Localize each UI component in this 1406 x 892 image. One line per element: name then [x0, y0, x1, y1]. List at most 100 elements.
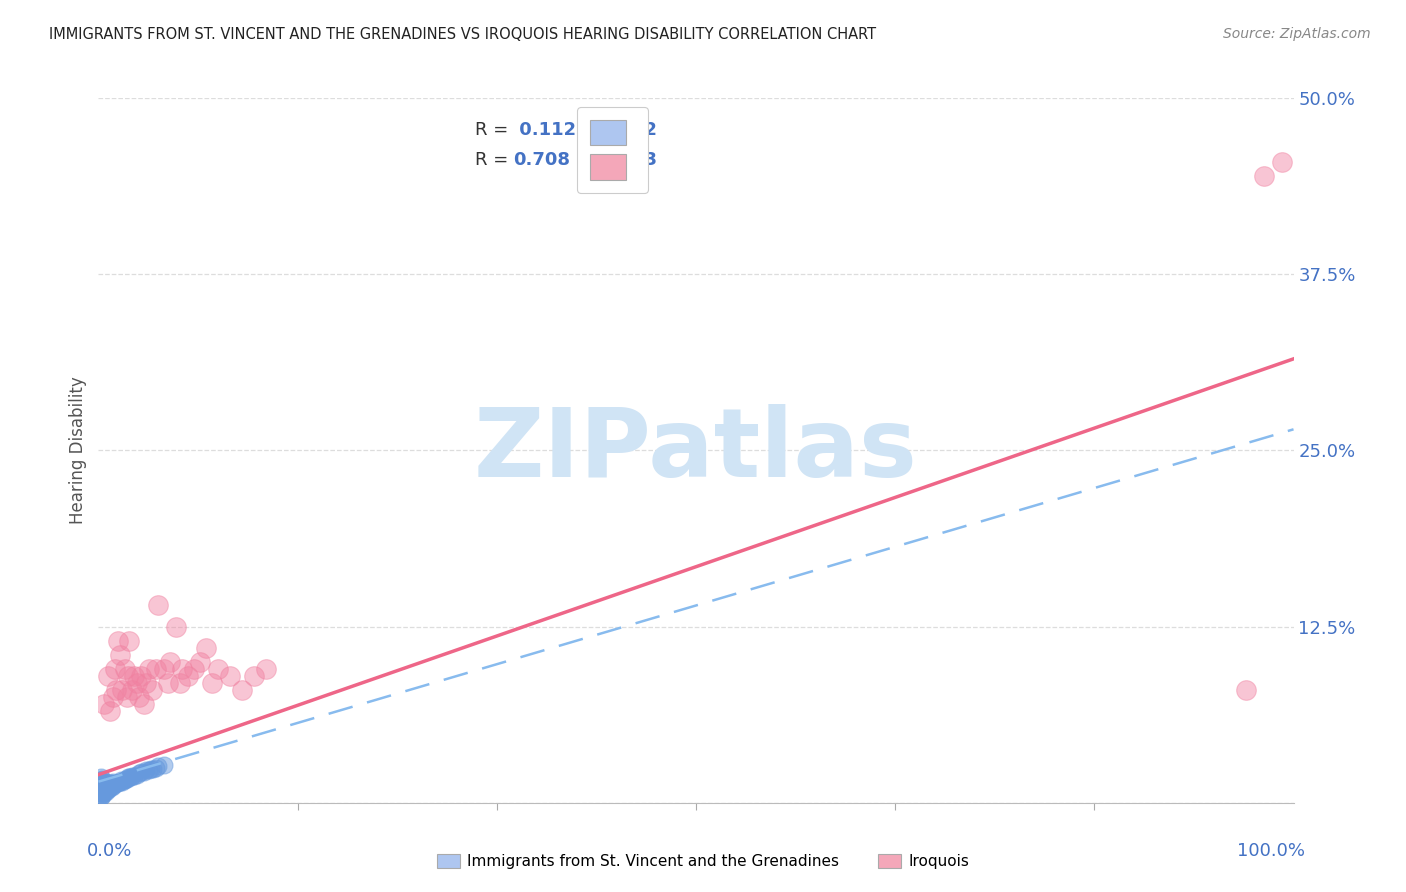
Point: [101, 690, 124, 705]
Point: [104, 662, 127, 676]
Point: [104, 777, 127, 791]
Point: [98, 781, 121, 796]
Point: [120, 771, 142, 785]
Point: [124, 669, 146, 683]
Point: [96, 780, 118, 795]
Point: [94, 776, 117, 790]
Point: [118, 633, 141, 648]
Point: [90, 783, 112, 797]
Point: [89, 779, 111, 793]
Point: [98, 777, 121, 791]
Point: [165, 619, 187, 633]
Point: [125, 676, 148, 690]
Point: [94, 779, 117, 793]
Point: [141, 683, 163, 698]
Point: [96, 777, 118, 791]
Point: [138, 764, 160, 778]
Point: [91, 780, 114, 795]
Text: N =: N =: [595, 151, 634, 169]
Point: [107, 774, 129, 789]
Point: [90, 777, 112, 791]
Point: [128, 690, 150, 705]
Point: [90, 780, 112, 795]
Point: [90, 773, 112, 788]
Point: [117, 669, 139, 683]
Point: [107, 776, 129, 790]
Point: [139, 762, 162, 776]
Point: [1253, 169, 1275, 183]
Point: [97, 781, 120, 796]
Point: [131, 669, 153, 683]
Point: [159, 655, 181, 669]
Text: 0.0%: 0.0%: [87, 841, 132, 860]
Point: [110, 773, 132, 788]
Point: [114, 773, 136, 788]
Point: [93, 781, 115, 796]
Point: [97, 669, 120, 683]
Point: [132, 764, 155, 779]
Text: 0.708: 0.708: [513, 151, 569, 169]
Point: [138, 662, 160, 676]
Point: [89, 789, 111, 803]
Point: [231, 683, 253, 698]
Point: [148, 759, 170, 773]
Point: [101, 774, 124, 789]
Point: [98, 704, 122, 718]
Point: [91, 783, 114, 797]
Text: ZIPatlas: ZIPatlas: [474, 404, 918, 497]
Point: [90, 786, 112, 800]
Point: [91, 784, 114, 798]
Point: [91, 776, 114, 790]
Point: [148, 599, 170, 613]
Point: [107, 633, 129, 648]
Point: [101, 779, 124, 793]
Legend: , : ,: [576, 107, 648, 193]
Point: [128, 766, 150, 780]
Point: [111, 774, 134, 789]
Point: [93, 779, 115, 793]
Point: [195, 640, 218, 655]
Point: [91, 789, 114, 803]
Point: [91, 779, 114, 793]
Point: [243, 669, 266, 683]
Point: [188, 655, 211, 669]
Point: [98, 776, 122, 790]
Point: [121, 769, 143, 783]
Text: R =: R =: [475, 120, 513, 139]
Point: [108, 774, 131, 789]
Point: [172, 662, 194, 676]
Point: [96, 783, 118, 797]
Point: [121, 683, 143, 698]
Text: 100.0%: 100.0%: [1237, 841, 1306, 860]
Point: [98, 780, 122, 795]
Point: [93, 697, 115, 711]
Point: [93, 786, 115, 800]
Point: [169, 676, 191, 690]
Text: N =: N =: [595, 120, 634, 139]
Point: [115, 690, 138, 705]
Point: [89, 784, 111, 798]
Point: [90, 790, 112, 805]
Point: [94, 781, 117, 796]
Text: IMMIGRANTS FROM ST. VINCENT AND THE GRENADINES VS IROQUOIS HEARING DISABILITY CO: IMMIGRANTS FROM ST. VINCENT AND THE GREN…: [49, 27, 876, 42]
Point: [131, 764, 153, 779]
Point: [97, 779, 120, 793]
Point: [207, 662, 229, 676]
Point: [91, 772, 114, 786]
Point: [132, 697, 155, 711]
Text: R =: R =: [475, 151, 513, 169]
Point: [124, 769, 146, 783]
Text: 43: 43: [633, 151, 658, 169]
Point: [254, 662, 277, 676]
Point: [91, 788, 114, 802]
Text: 72: 72: [633, 120, 658, 139]
Point: [117, 771, 139, 785]
Point: [114, 662, 136, 676]
Point: [94, 784, 117, 798]
Point: [118, 771, 141, 785]
Text: 0.112: 0.112: [513, 120, 576, 139]
Point: [145, 662, 167, 676]
Point: [115, 772, 138, 786]
Point: [105, 776, 128, 790]
Point: [115, 772, 138, 786]
